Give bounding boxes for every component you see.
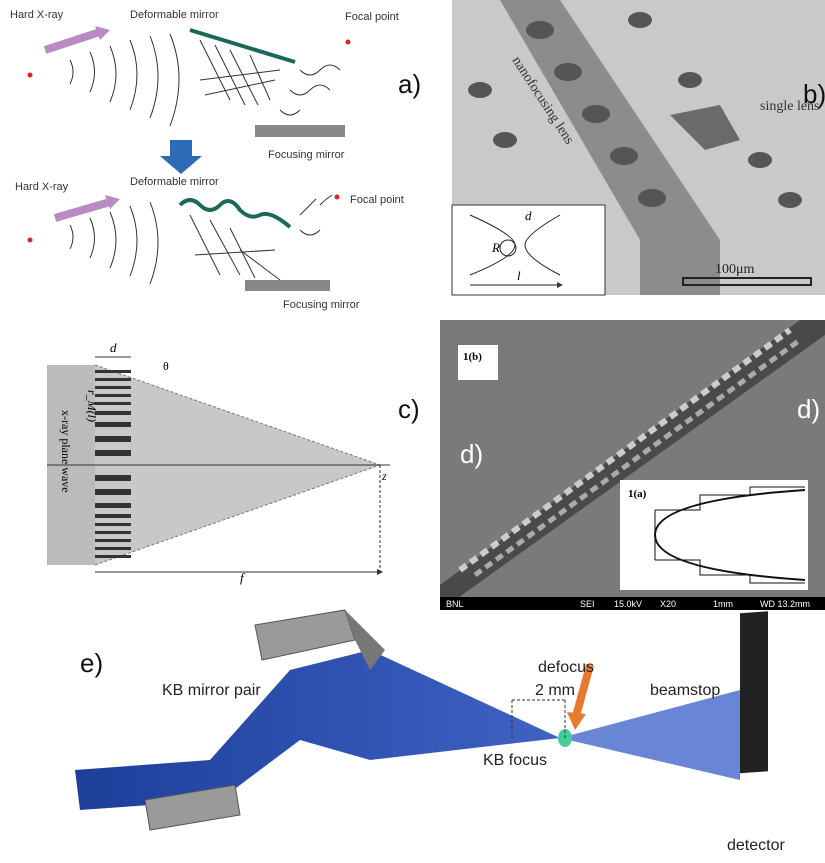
text: 1(b): [463, 351, 482, 363]
pointer-head: [567, 712, 586, 730]
text: X20: [660, 599, 676, 609]
focusing-mirror: [255, 125, 345, 137]
text: KB focus: [483, 752, 547, 769]
panel-e: e) KB mirror pair defocus 2 mm beamstop …: [75, 610, 785, 854]
text: beamstop: [650, 682, 720, 699]
source-dot: [28, 73, 33, 78]
text: Focal point: [345, 11, 399, 23]
text: d: [110, 340, 117, 355]
panel-label: a): [398, 69, 421, 99]
text: KB mirror pair: [162, 682, 261, 699]
panel-label: d): [797, 394, 820, 424]
text: 100μm: [715, 262, 755, 277]
text: θ: [163, 359, 169, 373]
text: 1mm: [713, 599, 733, 609]
text: Hard X-ray: [15, 181, 69, 193]
text: BNL: [446, 599, 464, 609]
beam: [75, 650, 560, 810]
text: 1(a): [628, 488, 647, 500]
focal-dot: [346, 40, 351, 45]
panel-label: d): [460, 439, 483, 469]
panel-d: 1(b) 1(a) BNL SEI 15.0kV X20 1mm WD 13.2…: [440, 320, 825, 610]
text: SEI: [580, 599, 595, 609]
text: z: [381, 469, 387, 483]
text: Hard X-ray: [10, 9, 64, 21]
source-dot: [28, 238, 33, 243]
text: detector: [727, 837, 785, 854]
text: d: [525, 208, 532, 223]
focal-dot: [335, 195, 340, 200]
detector: [740, 611, 768, 773]
wavefronts: [70, 34, 340, 126]
text: l: [517, 268, 521, 283]
panel-b: nanofocusing lens single lens d R l 100μ…: [452, 0, 825, 295]
text: Focusing mirror: [283, 299, 360, 311]
panel-label: e): [80, 648, 103, 678]
text: Focusing mirror: [268, 149, 345, 161]
beam: [560, 690, 740, 780]
text: defocus: [538, 659, 594, 676]
mirror: [180, 200, 290, 227]
beam-arrow: [55, 202, 110, 218]
down-arrow: [160, 140, 202, 174]
text: Deformable mirror: [130, 9, 219, 21]
mirror: [190, 30, 295, 62]
text: Deformable mirror: [130, 176, 219, 188]
panel-label: c): [398, 394, 420, 424]
text: WD 13.2mm: [760, 599, 810, 609]
panel-label: b): [803, 79, 825, 109]
text: Focal point: [350, 194, 404, 206]
text: x-ray plane wave: [59, 410, 73, 493]
text: r_M(l): [85, 390, 99, 422]
text: 2 mm: [535, 682, 575, 699]
text: R: [491, 240, 500, 255]
figure: Hard X-ray Deformable mirror Focal point…: [0, 0, 825, 863]
text: 15.0kV: [614, 599, 642, 609]
mirror: [255, 610, 355, 660]
panel-c: d θ r_M(l) x-ray plane wave z f c): [47, 340, 420, 585]
beam-arrow: [45, 32, 100, 50]
panel-a: Hard X-ray Deformable mirror Focal point…: [10, 9, 421, 311]
inset: [620, 480, 808, 590]
focusing-mirror: [245, 280, 330, 291]
